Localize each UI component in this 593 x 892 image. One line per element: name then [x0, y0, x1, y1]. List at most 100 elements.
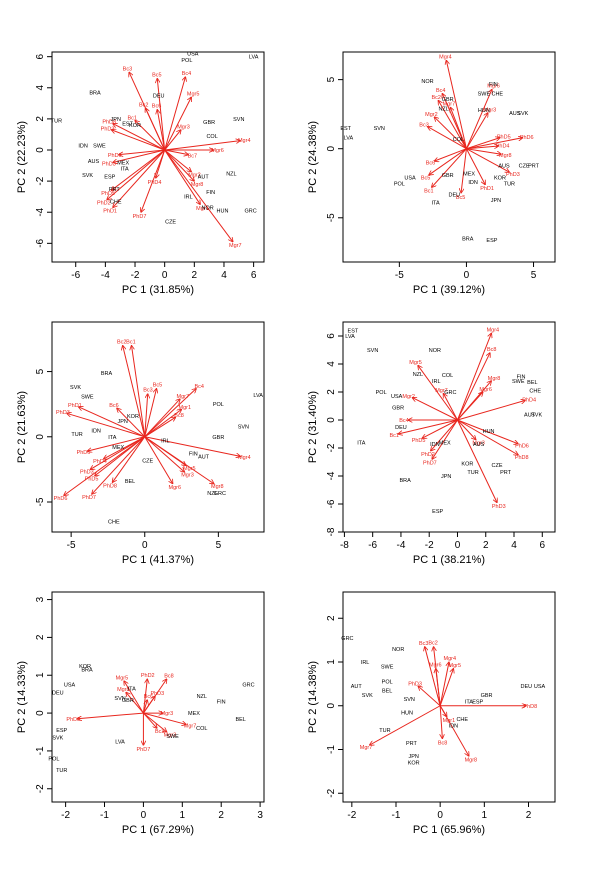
- country-point-label: USA: [404, 176, 416, 182]
- country-point-label: GBR: [442, 173, 454, 179]
- loading-vector-arrow: [164, 149, 233, 242]
- loading-vector-arrow: [164, 97, 192, 151]
- loading-vector-label: Mgr1: [196, 206, 209, 212]
- loading-vector-label: Mgr8: [117, 687, 130, 693]
- x-axis-title: PC 1 (39.12%): [413, 284, 485, 296]
- loading-vector-label: PhD6: [54, 496, 68, 502]
- loading-vector-label: Mgr5: [183, 466, 196, 472]
- country-point-label: TUR: [504, 181, 515, 187]
- country-point-label: SVK: [70, 385, 81, 391]
- loading-vector-arrow: [67, 413, 145, 438]
- y-tick-label: 6: [326, 333, 337, 339]
- country-point-label: HUN: [478, 108, 490, 114]
- loading-vector-label: PhD1: [103, 209, 117, 215]
- loading-vector-label: Bc2: [432, 95, 441, 101]
- country-point-label: SVK: [52, 736, 63, 742]
- country-point-label: COL: [442, 373, 453, 379]
- loading-vector-arrow: [126, 692, 144, 714]
- y-tick-label: -4: [326, 471, 337, 480]
- loading-vector-arrow: [164, 141, 241, 151]
- loading-vector-arrow: [135, 120, 166, 151]
- x-tick-label: 0: [142, 540, 148, 551]
- loading-vector-label: Mgr2: [402, 394, 415, 400]
- country-point-label: SWE: [93, 143, 106, 149]
- y-axis-title: PC 2 (22.23%): [16, 121, 28, 193]
- loading-vector-arrow: [466, 146, 498, 150]
- x-tick-label: -2: [347, 810, 356, 821]
- country-point-label: AUT: [524, 412, 536, 418]
- country-point-label: DEU: [449, 192, 461, 198]
- country-point-label: NOR: [421, 79, 433, 85]
- country-point-label: TUR: [56, 768, 67, 774]
- x-tick-label: -8: [340, 540, 349, 551]
- country-point-label: USA: [187, 52, 199, 58]
- country-point-label: KOR: [129, 123, 141, 129]
- loading-vector-label: Mgr4: [487, 327, 500, 333]
- loading-vector-label: Bc8: [164, 674, 173, 680]
- loading-vector-label: Mgr6: [211, 148, 224, 154]
- country-point-label: LVA: [253, 393, 263, 399]
- y-tick-label: 3: [35, 596, 46, 602]
- loading-vector-arrow: [144, 417, 176, 438]
- y-tick-label: 0: [326, 145, 337, 151]
- loading-vector-arrow: [144, 436, 173, 484]
- loading-vector-arrow: [119, 149, 165, 155]
- x-axis-title: PC 1 (41.37%): [122, 554, 194, 566]
- country-point-label: ITA: [108, 435, 116, 441]
- loading-vector-arrow: [143, 696, 155, 714]
- loading-vector-label: Mgr7: [184, 723, 197, 729]
- loading-vector-label: Mgr6: [429, 663, 442, 669]
- y-tick-label: 5: [35, 368, 46, 374]
- country-point-label: CZE: [142, 458, 153, 464]
- loading-vector-label: PhD3: [150, 691, 164, 697]
- loading-vector-label: PhD4: [496, 144, 510, 150]
- x-tick-label: 5: [216, 540, 222, 551]
- loading-vector-label: PhD2: [141, 673, 155, 679]
- country-point-label: BEL: [125, 479, 135, 485]
- country-point-label: BEL: [527, 380, 537, 386]
- loading-vector-arrow: [440, 705, 442, 739]
- country-point-label: IDN: [468, 180, 478, 186]
- x-tick-label: 0: [141, 810, 147, 821]
- x-tick-label: -5: [67, 540, 76, 551]
- loading-vector-label: Mgr7: [360, 745, 373, 751]
- loading-vector-label: PhD4: [148, 180, 162, 186]
- loading-vector-arrow: [466, 148, 509, 172]
- loading-vector-arrow: [425, 647, 441, 706]
- loading-vector-label: Mgr3: [472, 441, 485, 447]
- loading-vector-arrow: [112, 436, 146, 483]
- biplot-panel: -5 0 5 -5 0 5 PC 1 (39.12%) PC 2 (24.38%) Mgr4 Mg…: [307, 51, 556, 296]
- loading-vector-arrow: [77, 712, 144, 719]
- country-point-label: IDN: [430, 442, 440, 448]
- loading-vector-label: Mgr6: [479, 387, 492, 393]
- country-point-label: BRA: [101, 371, 113, 377]
- x-tick-label: 0: [162, 270, 168, 281]
- country-point-label: TUR: [467, 470, 478, 476]
- loading-vector-label: Bc4: [399, 418, 408, 424]
- loading-vector-label: Mgr4: [444, 656, 457, 662]
- x-tick-label: 2: [218, 810, 224, 821]
- country-point-label: FIN: [189, 452, 198, 458]
- country-point-label: SWE: [478, 91, 491, 97]
- loading-vector-arrow: [412, 398, 458, 421]
- country-point-label: KOR: [127, 414, 139, 420]
- loading-vector-arrow: [113, 124, 165, 151]
- loading-vector-label: Mgr5: [448, 663, 461, 669]
- country-point-label: NOR: [392, 647, 404, 653]
- loading-vector-label: Mgr7: [177, 394, 190, 400]
- y-tick-label: -1: [326, 745, 337, 754]
- loading-vector-label: PhD3: [56, 410, 70, 416]
- country-point-label: KOR: [494, 176, 506, 182]
- loading-vector-label: PhD4: [522, 397, 536, 403]
- country-point-label: POL: [394, 181, 405, 187]
- country-point-label: BRA: [462, 237, 474, 243]
- loading-vector-arrow: [64, 436, 146, 496]
- loading-vector-label: PhD7: [137, 747, 151, 753]
- country-point-label: ITA: [432, 201, 440, 207]
- loading-vector-label: Mgr4: [238, 455, 251, 461]
- country-point-label: JPN: [441, 474, 451, 480]
- loading-vector-arrow: [164, 77, 186, 151]
- loading-vector-arrow: [466, 148, 501, 155]
- loading-vector-arrow: [144, 436, 185, 472]
- loading-vector-arrow: [436, 669, 441, 706]
